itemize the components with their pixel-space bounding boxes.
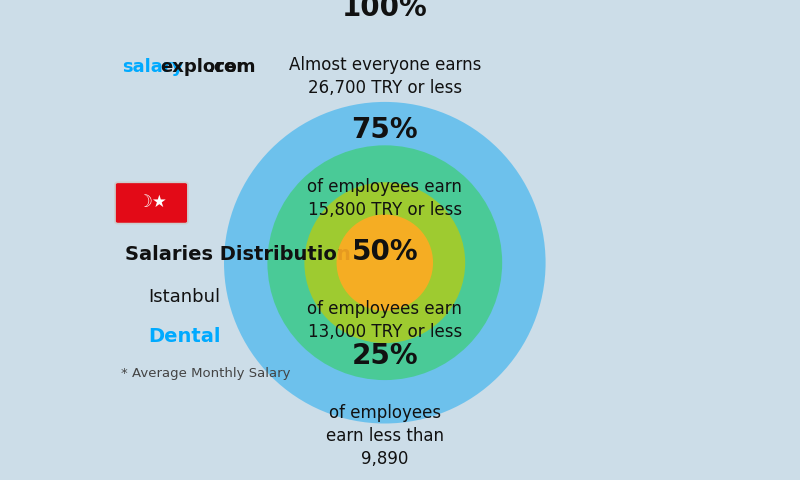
Text: 50%: 50%	[351, 238, 418, 266]
Text: Dental: Dental	[149, 327, 221, 346]
Circle shape	[337, 215, 433, 311]
Text: of employees earn
15,800 TRY or less: of employees earn 15,800 TRY or less	[307, 178, 462, 219]
Text: Salaries Distribution: Salaries Distribution	[126, 244, 351, 264]
Text: .com: .com	[207, 59, 256, 76]
Text: 75%: 75%	[351, 116, 418, 144]
Circle shape	[224, 102, 546, 423]
FancyBboxPatch shape	[115, 182, 188, 224]
Text: Istanbul: Istanbul	[149, 288, 221, 306]
Text: Almost everyone earns
26,700 TRY or less: Almost everyone earns 26,700 TRY or less	[289, 56, 481, 97]
Text: * Average Monthly Salary: * Average Monthly Salary	[122, 367, 291, 380]
Text: 100%: 100%	[342, 0, 428, 23]
Circle shape	[267, 145, 502, 380]
Text: salary: salary	[122, 59, 184, 76]
Text: of employees
earn less than
9,890: of employees earn less than 9,890	[326, 404, 444, 468]
Text: ☽★: ☽★	[137, 193, 166, 211]
Text: 25%: 25%	[351, 342, 418, 370]
Text: explorer: explorer	[160, 59, 246, 76]
Text: of employees earn
13,000 TRY or less: of employees earn 13,000 TRY or less	[307, 300, 462, 340]
Circle shape	[304, 182, 465, 343]
